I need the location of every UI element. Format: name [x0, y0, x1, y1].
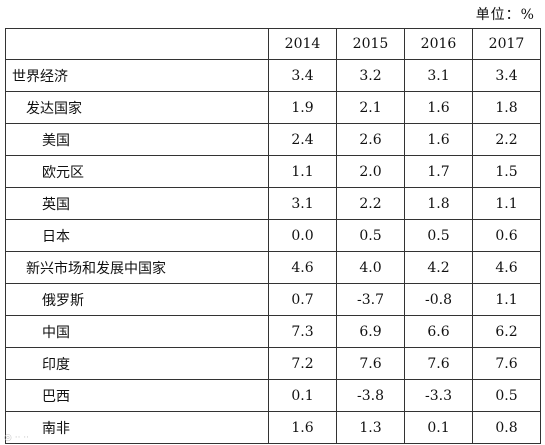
value-cell: 1.7	[404, 155, 473, 188]
table-row: 新兴市场和发展中国家 4.6 4.0 4.2 4.6	[5, 251, 541, 284]
table-body: 世界经济 3.4 3.2 3.1 3.4 发达国家 1.9 2.1 1.6 1.8 美国 2.4 2.6…	[5, 59, 541, 444]
row-label-cell: 美国	[5, 123, 269, 156]
value-cell: -0.8	[404, 283, 473, 316]
table-row: 美国 2.4 2.6 1.6 2.2	[5, 123, 541, 156]
value-cell: 4.6	[268, 251, 337, 284]
value-cell: 7.3	[268, 315, 337, 348]
value-cell: 0.5	[404, 219, 473, 252]
table-row: 巴西 0.1 -3.8 -3.3 0.5	[5, 379, 541, 412]
header-cell-year: 2016	[404, 28, 473, 60]
growth-table: 2014 2015 2016 2017 世界经济 3.4 3.2 3.1 3.4 发达国家…	[5, 28, 541, 444]
value-cell: 1.8	[404, 187, 473, 220]
row-label-cell: 巴西	[5, 379, 269, 412]
value-cell: 7.6	[472, 347, 541, 380]
header-cell-year: 2017	[472, 28, 541, 60]
row-label-cell: 新兴市场和发展中国家	[5, 251, 269, 284]
value-cell: 0.5	[336, 219, 405, 252]
value-cell: 2.2	[336, 187, 405, 220]
value-cell: 0.8	[472, 411, 541, 444]
value-cell: 0.0	[268, 219, 337, 252]
header-row: 2014 2015 2016 2017	[5, 28, 541, 60]
value-cell: -3.7	[336, 283, 405, 316]
table-row: 日本 0.0 0.5 0.5 0.6	[5, 219, 541, 252]
value-cell: 1.9	[268, 91, 337, 124]
row-label-cell: 南非	[5, 411, 269, 444]
header-cell-label	[5, 28, 269, 60]
row-label-cell: 发达国家	[5, 91, 269, 124]
value-cell: 3.1	[404, 59, 473, 92]
value-cell: 3.2	[336, 59, 405, 92]
value-cell: 4.6	[472, 251, 541, 284]
value-cell: 6.2	[472, 315, 541, 348]
value-cell: 1.1	[268, 155, 337, 188]
row-label-cell: 欧元区	[5, 155, 269, 188]
table-row: 中国 7.3 6.9 6.6 6.2	[5, 315, 541, 348]
table-row: 印度 7.2 7.6 7.6 7.6	[5, 347, 541, 380]
value-cell: 4.0	[336, 251, 405, 284]
value-cell: 7.6	[336, 347, 405, 380]
value-cell: 0.1	[404, 411, 473, 444]
value-cell: -3.3	[404, 379, 473, 412]
value-cell: 2.4	[268, 123, 337, 156]
table-row: 世界经济 3.4 3.2 3.1 3.4	[5, 59, 541, 92]
table-row: 南非 1.6 1.3 0.1 0.8	[5, 411, 541, 444]
table-row: 俄罗斯 0.7 -3.7 -0.8 1.1	[5, 283, 541, 316]
value-cell: 1.1	[472, 283, 541, 316]
row-label-cell: 俄罗斯	[5, 283, 269, 316]
value-cell: 3.4	[472, 59, 541, 92]
value-cell: 6.6	[404, 315, 473, 348]
table-row: 欧元区 1.1 2.0 1.7 1.5	[5, 155, 541, 188]
value-cell: 7.2	[268, 347, 337, 380]
row-label-cell: 印度	[5, 347, 269, 380]
table-row: 发达国家 1.9 2.1 1.6 1.8	[5, 91, 541, 124]
value-cell: 2.1	[336, 91, 405, 124]
value-cell: 3.4	[268, 59, 337, 92]
value-cell: 0.6	[472, 219, 541, 252]
value-cell: -3.8	[336, 379, 405, 412]
value-cell: 1.5	[472, 155, 541, 188]
watermark-logo: ◎ ·· ··	[4, 433, 30, 443]
value-cell: 0.7	[268, 283, 337, 316]
value-cell: 7.6	[404, 347, 473, 380]
table-row: 英国 3.1 2.2 1.8 1.1	[5, 187, 541, 220]
header-cell-year: 2015	[336, 28, 405, 60]
value-cell: 0.1	[268, 379, 337, 412]
value-cell: 0.5	[472, 379, 541, 412]
value-cell: 1.1	[472, 187, 541, 220]
value-cell: 3.1	[268, 187, 337, 220]
value-cell: 6.9	[336, 315, 405, 348]
value-cell: 1.6	[404, 91, 473, 124]
unit-label: 单位：%	[475, 7, 535, 23]
value-cell: 1.8	[472, 91, 541, 124]
value-cell: 2.0	[336, 155, 405, 188]
value-cell: 1.6	[404, 123, 473, 156]
row-label-cell: 世界经济	[5, 59, 269, 92]
header-cell-year: 2014	[268, 28, 337, 60]
value-cell: 4.2	[404, 251, 473, 284]
value-cell: 2.6	[336, 123, 405, 156]
row-label-cell: 日本	[5, 219, 269, 252]
value-cell: 1.3	[336, 411, 405, 444]
value-cell: 1.6	[268, 411, 337, 444]
row-label-cell: 英国	[5, 187, 269, 220]
row-label-cell: 中国	[5, 315, 269, 348]
value-cell: 2.2	[472, 123, 541, 156]
